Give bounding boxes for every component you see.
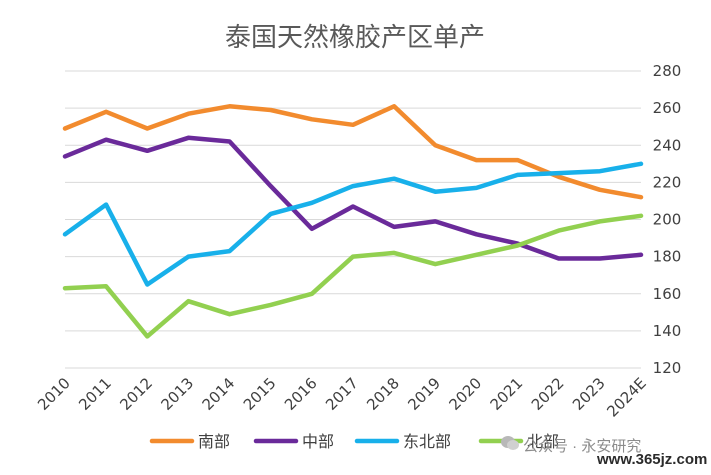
- x-tick-label: 2016: [281, 374, 321, 414]
- watermark-account: 公众号 · 永安研究: [523, 438, 642, 455]
- x-tick-label: 2015: [240, 374, 280, 414]
- watermark-site: www.365jz.com: [597, 451, 708, 468]
- x-tick-label: 2013: [158, 374, 198, 414]
- series-line-0: [62, 104, 644, 200]
- legend: 南部 中部 东北部 北部: [149, 432, 559, 451]
- series-line-3: [62, 213, 644, 339]
- x-tick-label: 2010: [34, 374, 74, 414]
- x-tick-label: 2011: [75, 374, 115, 414]
- y-tick-label: 260: [653, 99, 682, 117]
- x-tick-label: 2021: [487, 374, 527, 414]
- legend-label-3: 北部: [527, 432, 559, 451]
- x-tick-label: 2017: [322, 374, 362, 414]
- y-tick-label: 180: [653, 248, 682, 266]
- y-tick-label: 220: [653, 173, 682, 191]
- y-axis: 120 140 160 180 200 220 240 260 280: [653, 62, 682, 377]
- chart-title: 泰国天然橡胶产区单产: [225, 23, 485, 53]
- series-lines: [62, 104, 644, 339]
- x-tick-label: 2024E: [603, 374, 649, 420]
- x-tick-label: 2014: [199, 374, 239, 414]
- x-axis: 2010 2011 2012 2013 2014 2015 2016 2017 2018 2019…: [34, 374, 650, 420]
- x-tick-label: 2012: [116, 374, 156, 414]
- legend-label-2: 东北部: [403, 432, 451, 451]
- x-tick-label: 2020: [446, 374, 486, 414]
- legend-label-1: 中部: [302, 432, 334, 451]
- x-tick-label: 2018: [363, 374, 403, 414]
- y-tick-label: 200: [653, 211, 682, 229]
- grid: [65, 70, 641, 369]
- series-line-1: [62, 135, 644, 261]
- y-tick-label: 160: [653, 285, 682, 303]
- legend-label-0: 南部: [198, 432, 230, 451]
- y-tick-label: 240: [653, 136, 682, 154]
- x-tick-label: 2022: [528, 374, 568, 414]
- y-tick-label: 280: [653, 62, 682, 80]
- x-tick-label: 2019: [404, 374, 444, 414]
- y-tick-label: 120: [653, 359, 682, 377]
- series-line-2: [62, 161, 644, 287]
- y-tick-label: 140: [653, 322, 682, 340]
- wechat-icon: [501, 436, 519, 450]
